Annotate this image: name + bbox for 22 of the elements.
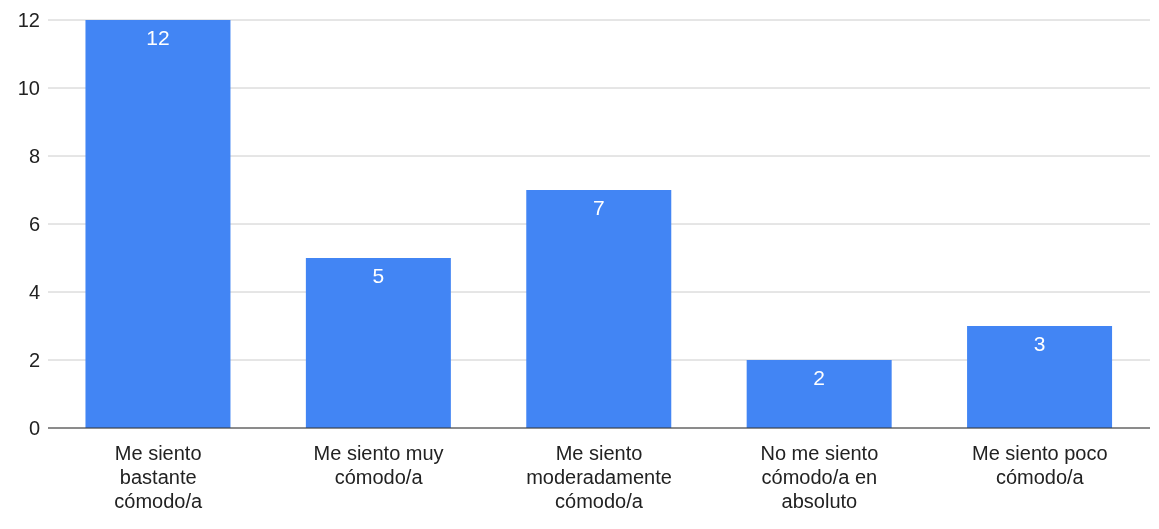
- data-label: 12: [146, 25, 170, 49]
- data-label: 5: [372, 263, 385, 287]
- bar: [526, 190, 672, 428]
- x-tick-label: Me siento muy cómodo/a: [313, 442, 444, 488]
- y-tick-label: 4: [28, 281, 40, 304]
- bar: [967, 326, 1113, 428]
- data-label: 7: [592, 195, 605, 219]
- x-tick-label: Me siento poco cómodo/a: [971, 442, 1108, 488]
- y-tick-label: 0: [28, 417, 40, 440]
- x-tick-label: Me siento moderadamente cómodo/a: [526, 442, 672, 512]
- data-label: 2: [813, 365, 826, 389]
- bar: [305, 258, 451, 428]
- x-tick-label: Me siento bastante cómodo/a: [114, 442, 203, 512]
- y-tick-label: 6: [28, 213, 40, 236]
- y-tick-label: 10: [17, 77, 40, 100]
- y-tick-label: 8: [28, 145, 40, 168]
- y-tick-label: 12: [17, 9, 40, 32]
- bar: [746, 360, 892, 428]
- x-tick-label: No me siento cómodo/a en absoluto: [760, 442, 879, 512]
- data-label: 3: [1033, 331, 1046, 355]
- bar: [85, 20, 231, 428]
- y-tick-label: 2: [28, 349, 40, 372]
